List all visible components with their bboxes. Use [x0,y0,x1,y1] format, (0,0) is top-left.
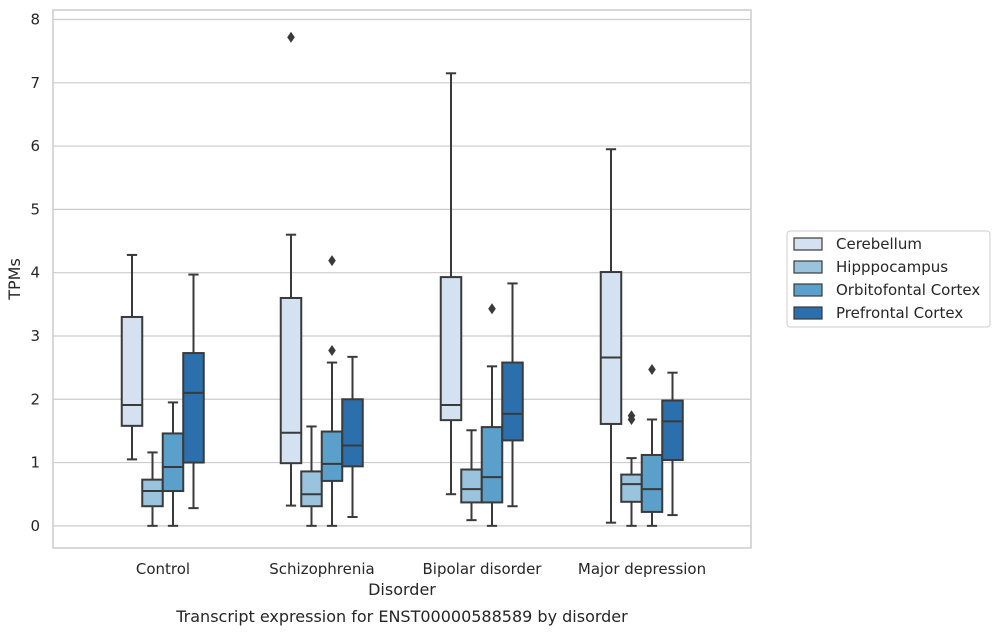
y-tick-label: 4 [30,264,40,282]
y-axis-title: TPMs [5,258,24,301]
chart-caption: Transcript expression for ENST0000058858… [175,607,628,626]
box-iqr [480,426,504,504]
box-iqr [439,276,463,422]
y-tick-label: 2 [30,390,40,408]
legend-item: Prefrontal Cortex [793,304,963,322]
series-orbitofontal-cortex [161,255,664,527]
x-tick-label: Control [136,560,190,578]
legend: Cerebellum Hipppocampus Orbitofontal Corte… [786,230,991,328]
box-iqr [640,453,664,513]
box-iqr [460,468,483,504]
box [599,148,623,524]
box-iqr [120,315,144,427]
box [320,255,344,527]
x-axis-title: Disorder [368,580,436,599]
box-iqr [279,296,303,465]
box [279,31,303,507]
outlier-point [648,364,656,376]
box [501,282,524,508]
legend-swatch [793,283,823,297]
series-hipppocampus [141,410,643,527]
box [439,72,463,496]
outlier-point [287,31,295,43]
legend-label: Hipppocampus [836,258,948,276]
box [661,371,684,517]
y-tick-label: 6 [30,137,40,155]
legend-item: Hipppocampus [793,258,948,276]
y-tick-label: 7 [30,74,40,92]
box [460,429,483,522]
box [620,410,643,527]
legend-swatch [793,306,823,320]
box-iqr [501,361,524,442]
box-iqr [599,271,623,425]
y-tick-label: 3 [30,327,40,345]
box [300,425,323,527]
box-iqr [161,432,185,493]
series-prefrontal-cortex [182,273,684,518]
outlier-point [328,345,336,357]
plot-frame [52,9,752,549]
x-tick-label: Bipolar disorder [423,560,543,578]
box-iqr [182,352,205,464]
legend-item: Cerebellum [793,235,922,253]
box [120,253,144,461]
legend-label: Prefrontal Cortex [836,304,963,322]
box [161,401,185,527]
legend-label: Cerebellum [836,235,922,253]
y-tick-label: 8 [30,10,40,28]
outlier-point [488,303,496,315]
legend-swatch [793,260,823,274]
series-cerebellum [120,31,623,524]
box-iqr [661,399,684,462]
y-tick-label: 5 [30,200,40,218]
box [182,273,205,510]
box [341,355,364,518]
box [640,364,664,527]
y-tick-label: 1 [30,454,40,472]
box-iqr [141,478,164,508]
box-iqr [320,430,344,482]
box [480,303,504,527]
outlier-point [627,410,636,422]
box-iqr [620,473,643,503]
legend-label: Orbitofontal Cortex [836,281,980,299]
box-iqr [341,398,364,468]
box [141,451,164,527]
gridlines [53,18,751,527]
outlier-point [328,255,336,267]
legend-frame [786,230,991,328]
y-tick-labels: 0 1 2 3 4 5 6 7 8 [30,10,40,534]
y-tick-label: 0 [30,517,40,535]
box-series [120,31,684,527]
x-tick-label: Schizophrenia [269,560,374,578]
box-iqr [300,470,323,508]
legend-item: Orbitofontal Cortex [793,281,980,299]
legend-swatch [793,237,823,251]
x-tick-labels: Control Schizophrenia Bipolar disorder Majo… [136,560,706,578]
x-tick-label: Major depression [578,560,706,578]
